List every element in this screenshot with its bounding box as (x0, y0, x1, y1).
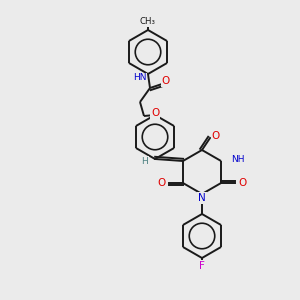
Text: O: O (162, 76, 170, 86)
Text: HN: HN (133, 74, 147, 82)
Text: F: F (199, 261, 205, 271)
Text: O: O (158, 178, 166, 188)
Text: O: O (212, 131, 220, 141)
Text: N: N (198, 193, 206, 203)
Text: H: H (142, 157, 148, 166)
Text: O: O (151, 108, 159, 118)
Text: CH₃: CH₃ (140, 17, 156, 26)
Text: O: O (238, 178, 246, 188)
Text: NH: NH (231, 154, 244, 164)
